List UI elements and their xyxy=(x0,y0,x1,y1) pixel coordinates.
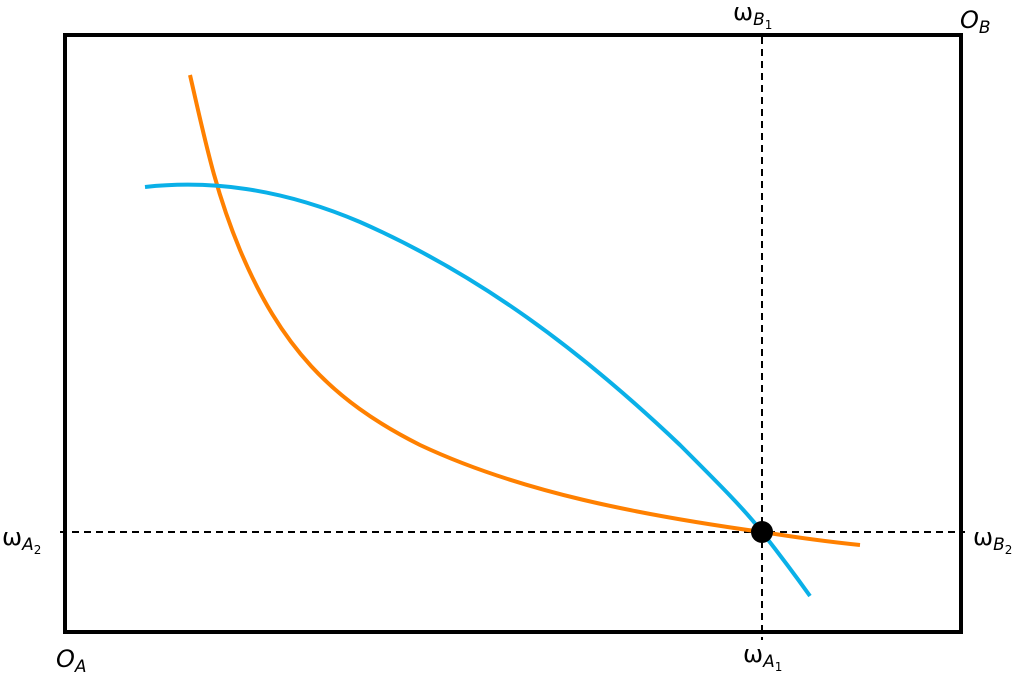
omega-b2-label: ωB2 xyxy=(973,523,1012,557)
indifference-curve-b xyxy=(144,182,812,598)
label-symbol: ω xyxy=(733,0,753,26)
label-subsub: 1 xyxy=(775,660,783,674)
omega-a1-label: ωA1 xyxy=(743,640,782,674)
label-symbol: ω xyxy=(2,523,22,551)
origin-b-label: OB xyxy=(960,6,991,38)
omega-b1-label: ωB1 xyxy=(733,0,772,32)
label-sub: A xyxy=(74,657,87,674)
omega-a2-label: ωA2 xyxy=(2,523,41,557)
origin-a-label: OA xyxy=(56,645,87,674)
indifference-curve-a xyxy=(188,74,861,547)
label-subsub: 1 xyxy=(765,18,773,32)
label-sub: B xyxy=(753,10,765,30)
label-symbol: O xyxy=(56,645,75,673)
label-sub: B xyxy=(993,535,1005,555)
label-sub: B xyxy=(979,18,991,38)
label-symbol: ω xyxy=(973,523,993,551)
label-sub: A xyxy=(762,652,775,672)
label-symbol: ω xyxy=(743,640,763,668)
label-symbol: O xyxy=(960,6,979,34)
label-subsub: 2 xyxy=(34,543,42,557)
box xyxy=(63,33,963,634)
label-sub: A xyxy=(21,535,34,555)
endowment-point xyxy=(751,521,773,543)
label-subsub: 2 xyxy=(1005,543,1013,557)
